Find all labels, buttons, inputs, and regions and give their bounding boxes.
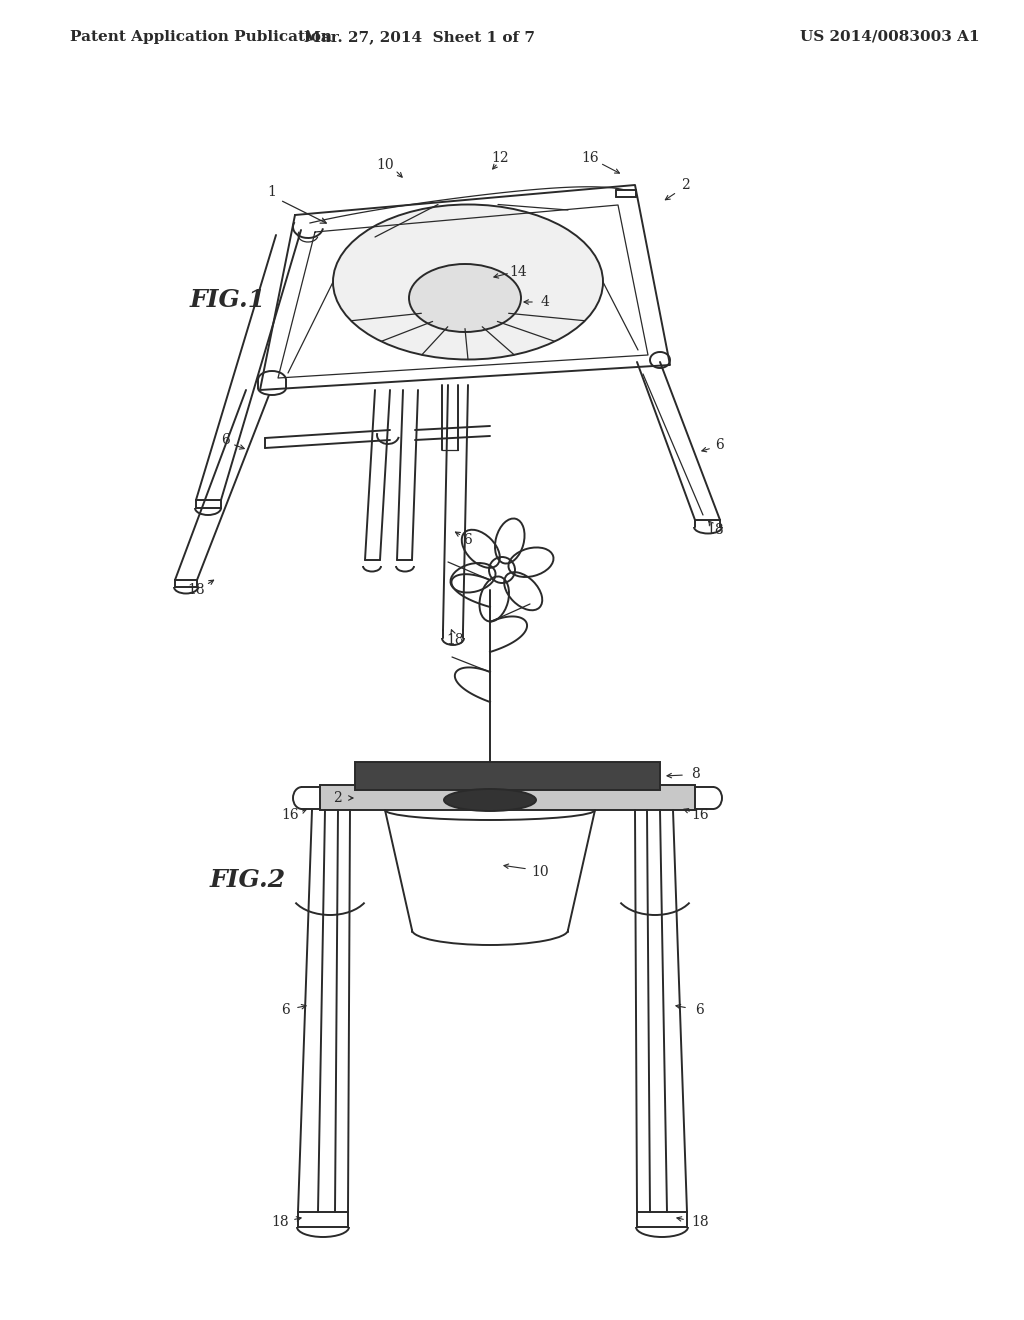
Text: 8: 8 bbox=[690, 767, 699, 781]
Text: 6: 6 bbox=[464, 533, 472, 546]
Text: 10: 10 bbox=[376, 158, 394, 172]
Text: 6: 6 bbox=[220, 433, 229, 447]
Text: 18: 18 bbox=[707, 523, 724, 537]
Text: 18: 18 bbox=[187, 583, 205, 597]
Text: 6: 6 bbox=[716, 438, 724, 451]
Text: FIG.1: FIG.1 bbox=[190, 288, 266, 312]
Text: 2: 2 bbox=[681, 178, 689, 191]
Text: 6: 6 bbox=[695, 1003, 705, 1016]
Text: 6: 6 bbox=[281, 1003, 290, 1016]
Text: 16: 16 bbox=[691, 808, 709, 822]
Text: 18: 18 bbox=[271, 1214, 289, 1229]
Text: 16: 16 bbox=[582, 150, 599, 165]
Text: 16: 16 bbox=[282, 808, 299, 822]
Text: FIG.2: FIG.2 bbox=[210, 869, 286, 892]
Text: 14: 14 bbox=[509, 265, 527, 279]
Ellipse shape bbox=[409, 264, 521, 333]
Bar bbox=[319, 785, 695, 810]
Text: 12: 12 bbox=[492, 150, 509, 165]
Text: 18: 18 bbox=[691, 1214, 709, 1229]
Text: Mar. 27, 2014  Sheet 1 of 7: Mar. 27, 2014 Sheet 1 of 7 bbox=[304, 30, 536, 44]
Ellipse shape bbox=[333, 205, 603, 359]
Text: 2: 2 bbox=[333, 791, 342, 805]
Text: 4: 4 bbox=[541, 294, 550, 309]
Text: Patent Application Publication: Patent Application Publication bbox=[70, 30, 332, 44]
Text: 18: 18 bbox=[446, 634, 464, 647]
Bar bbox=[355, 762, 660, 789]
Ellipse shape bbox=[444, 789, 536, 810]
Text: US 2014/0083003 A1: US 2014/0083003 A1 bbox=[800, 30, 980, 44]
Text: 10: 10 bbox=[531, 865, 549, 879]
Text: 1: 1 bbox=[267, 185, 276, 199]
